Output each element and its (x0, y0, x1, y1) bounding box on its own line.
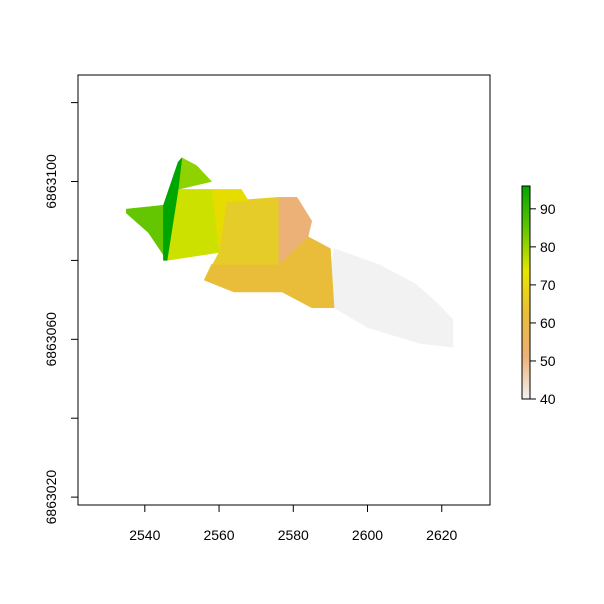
x-tick-label: 2620 (426, 527, 457, 543)
legend-colorbar (521, 185, 531, 400)
raster-region (326, 248, 454, 348)
raster-region (177, 157, 213, 190)
legend-tick-label: 90 (540, 201, 556, 217)
legend-tick-label: 70 (540, 277, 556, 293)
legend-tick-label: 50 (540, 353, 556, 369)
color-legend: 40 50 60 70 80 90 (521, 185, 556, 407)
y-axis: 6863020 6863060 6863100 (43, 102, 79, 525)
x-tick-label: 2560 (203, 527, 234, 543)
raster-region (163, 157, 183, 261)
y-tick-label: 6863060 (43, 312, 59, 367)
x-tick-label: 2600 (352, 527, 383, 543)
legend-tick-label: 60 (540, 315, 556, 331)
x-tick-label: 2580 (278, 527, 309, 543)
legend-tick-label: 80 (540, 239, 556, 255)
y-tick-label: 6863020 (43, 470, 59, 525)
x-axis: 2540 2560 2580 2600 2620 (129, 504, 458, 543)
legend-tick-label: 40 (540, 391, 556, 407)
x-tick-label: 2540 (129, 527, 160, 543)
raster-regions (126, 157, 454, 348)
raster-region (126, 204, 168, 262)
y-tick-label: 6863100 (43, 154, 59, 209)
